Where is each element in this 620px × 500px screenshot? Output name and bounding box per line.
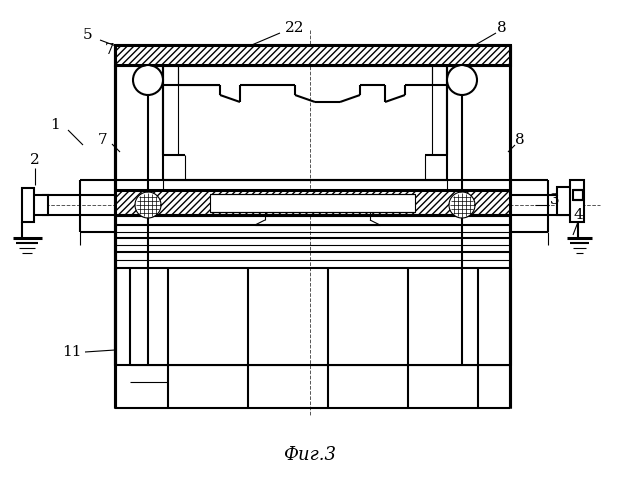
Bar <box>573 190 583 200</box>
Bar <box>557 187 579 215</box>
Text: 5: 5 <box>83 28 93 42</box>
Circle shape <box>134 66 162 94</box>
Circle shape <box>136 193 160 217</box>
Text: 8: 8 <box>497 21 507 35</box>
Text: 7: 7 <box>105 43 115 57</box>
Text: 7: 7 <box>98 133 108 147</box>
Text: Фиг.3: Фиг.3 <box>283 446 337 464</box>
Text: 2: 2 <box>30 153 40 167</box>
Text: 11: 11 <box>62 345 82 359</box>
Circle shape <box>450 193 474 217</box>
Text: 4: 4 <box>573 208 583 222</box>
Bar <box>22 188 34 222</box>
Bar <box>115 190 510 215</box>
Bar <box>30 195 48 215</box>
Bar <box>210 194 415 212</box>
Circle shape <box>448 66 476 94</box>
Text: 8: 8 <box>515 133 525 147</box>
Bar <box>115 45 510 65</box>
Text: 1: 1 <box>50 118 60 132</box>
Bar <box>570 180 584 222</box>
Text: 22: 22 <box>285 21 305 35</box>
Text: 3: 3 <box>550 193 560 207</box>
